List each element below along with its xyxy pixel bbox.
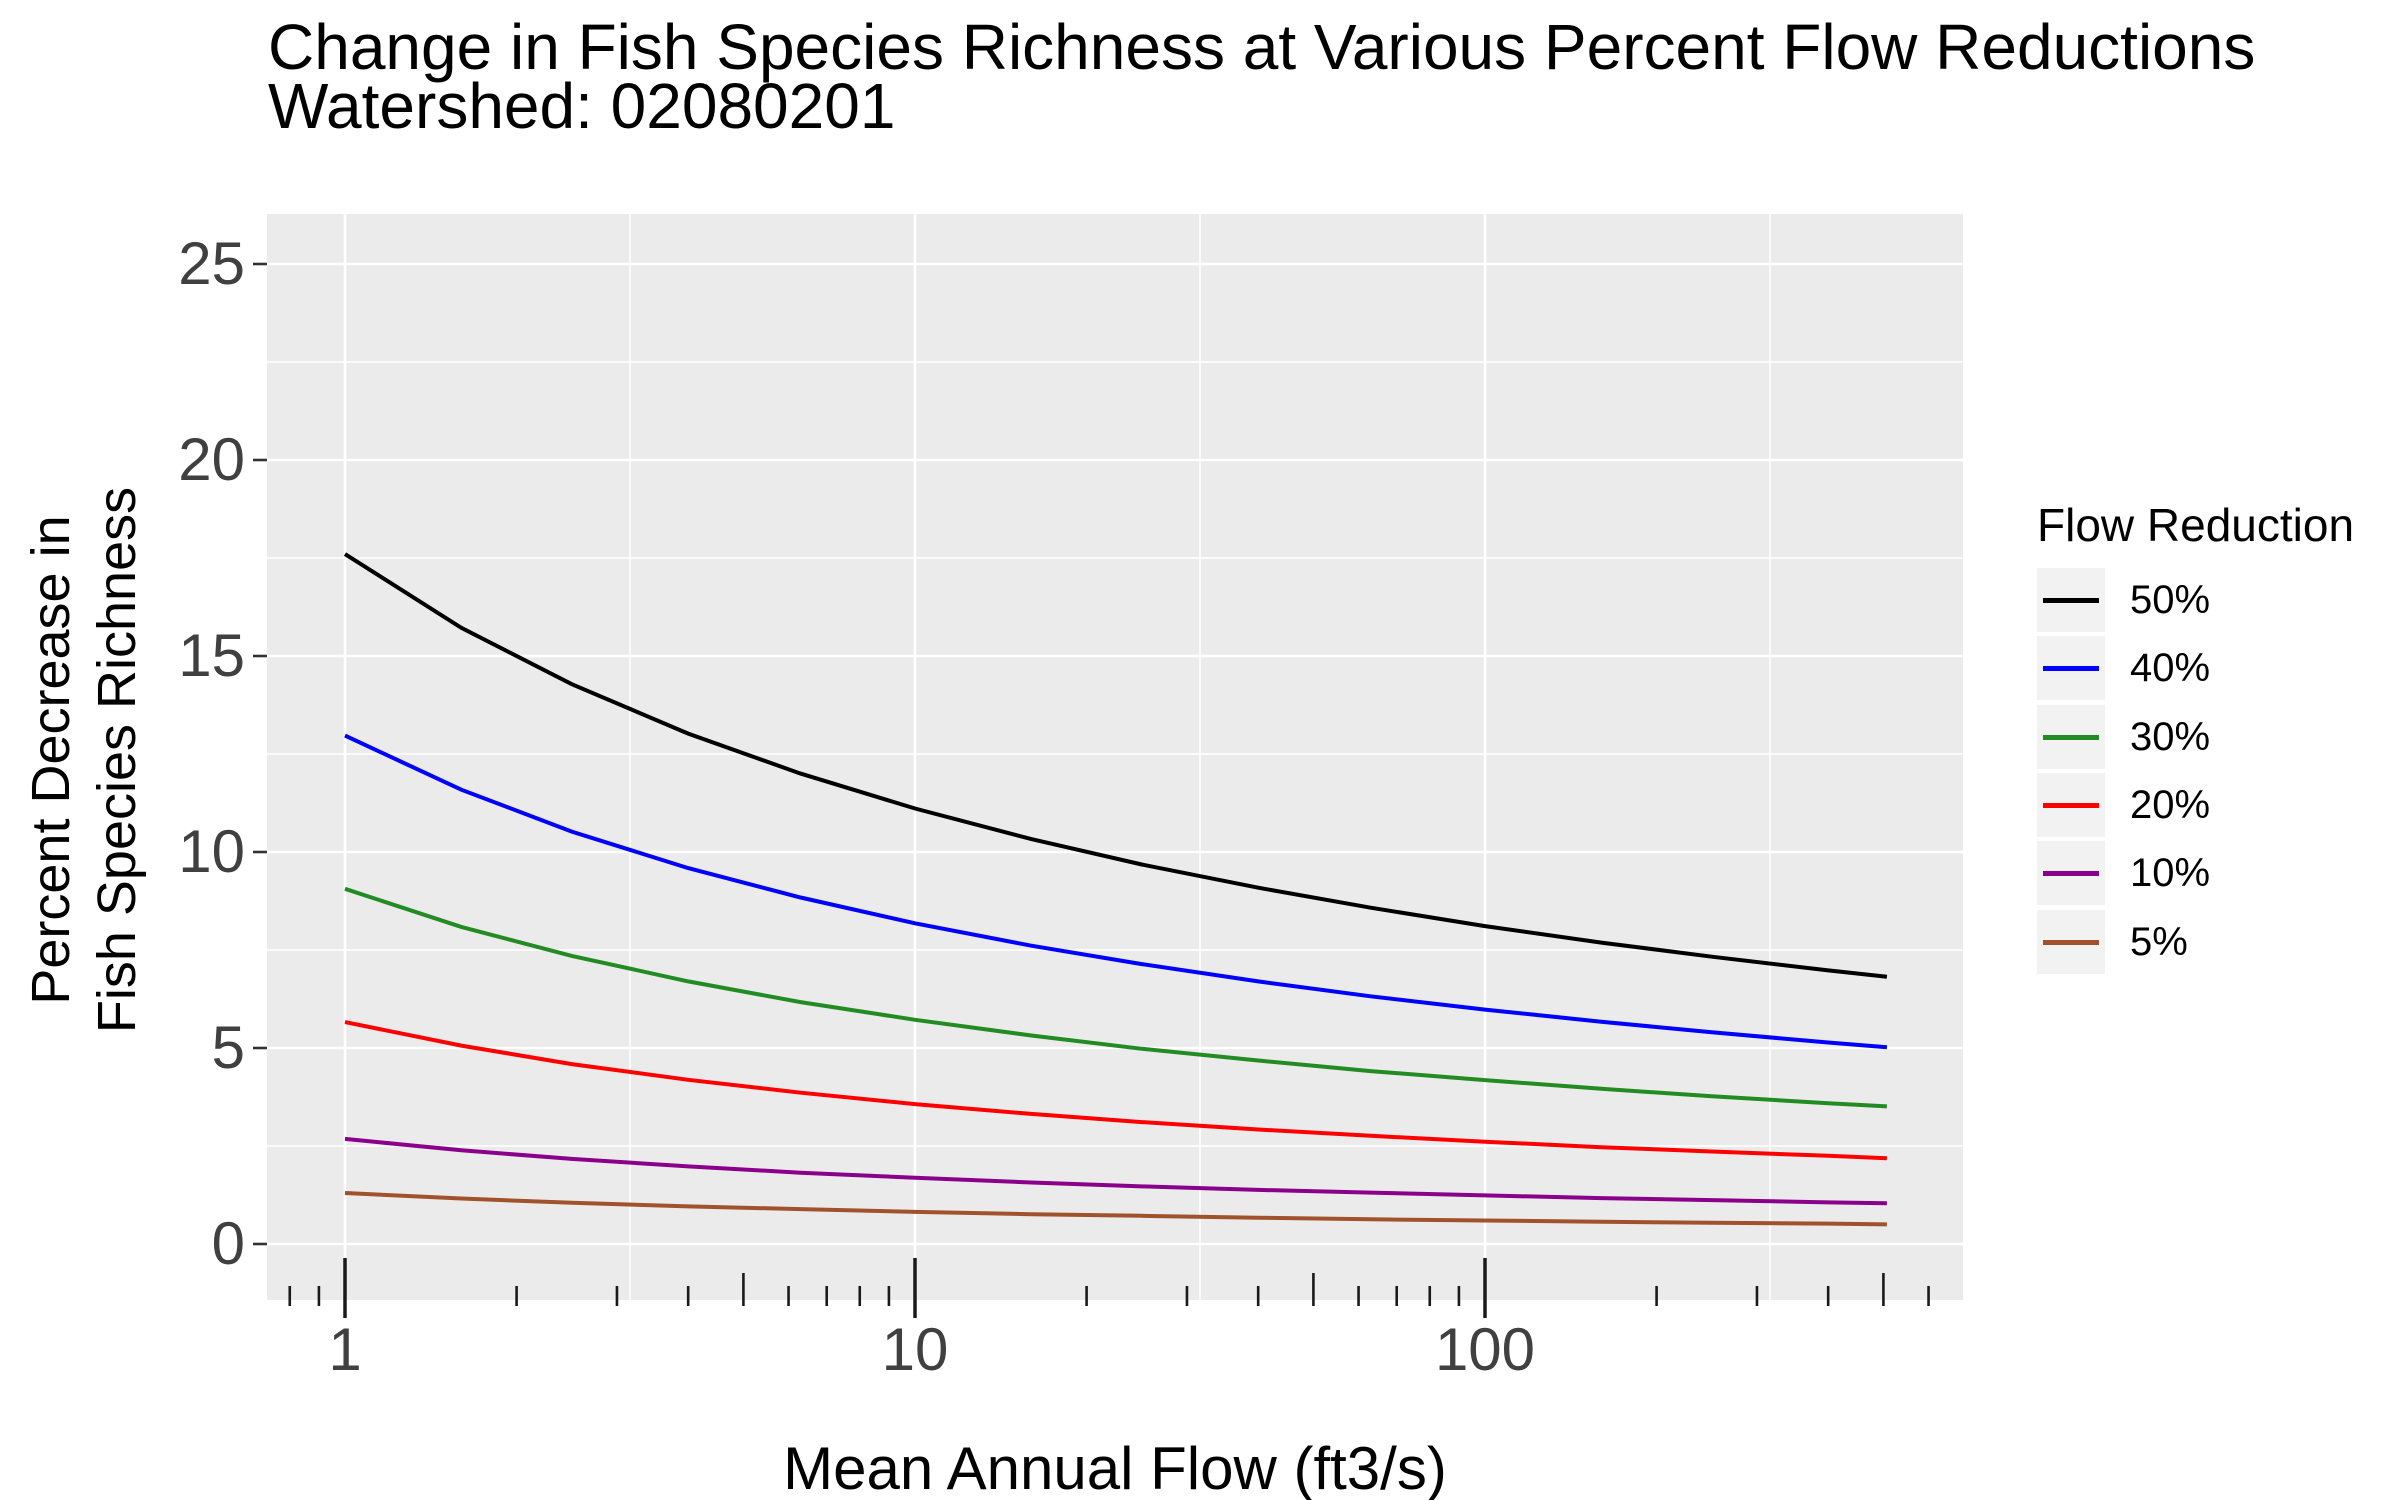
y-tick-label-5: 5: [211, 1014, 245, 1081]
legend-label-10%: 10%: [2130, 851, 2211, 896]
legend-key-5%: [2037, 909, 2105, 974]
legend-key-line-5%: [2043, 939, 2099, 945]
legend-key-line-40%: [2043, 666, 2099, 672]
x-tick-label-1: 1: [328, 1316, 362, 1383]
series-line-50%: [343, 552, 1888, 979]
legend-key-line-50%: [2043, 598, 2099, 603]
legend-key-line-20%: [2043, 802, 2099, 808]
x-tick-label-10: 10: [881, 1316, 949, 1383]
legend-label-20%: 20%: [2130, 782, 2211, 827]
legend-key-line-30%: [2043, 734, 2099, 740]
panel-background: [267, 214, 1963, 1300]
y-axis-title-line-2: Fish Species Richness: [87, 486, 147, 1034]
series-line-10%: [344, 1136, 1887, 1206]
legend-key-30%: [2037, 704, 2105, 769]
series-line-20%: [344, 1020, 1887, 1161]
legend-key-50%: [2037, 568, 2105, 632]
legend-label-30%: 30%: [2130, 714, 2211, 759]
chart-title: Change in Fish Species Richness at Vario…: [268, 11, 2256, 83]
y-axis-title: Percent Decrease in Fish Species Richnes…: [19, 487, 151, 1033]
y-tick-label-20: 20: [178, 426, 245, 493]
legend-label-40%: 40%: [2130, 646, 2211, 691]
legend-label-50%: 50%: [2130, 578, 2211, 622]
series-line-40%: [344, 733, 1888, 1050]
y-tick-label-25: 25: [178, 230, 245, 297]
legend-key-20%: [2037, 772, 2105, 837]
y-tick-label-0: 0: [211, 1210, 245, 1277]
chart-subtitle: Watershed: 02080201: [268, 70, 896, 142]
legend-key-10%: [2037, 841, 2105, 906]
series-line-5%: [344, 1191, 1887, 1227]
legend-key-40%: [2037, 636, 2105, 701]
x-tick-label-100: 100: [1434, 1316, 1536, 1383]
x-axis-title: Mean Annual Flow (ft3/s): [783, 1435, 1447, 1500]
y-axis-title-line-1: Percent Decrease in: [21, 515, 82, 1005]
legend-key-line-10%: [2043, 871, 2099, 877]
series-line-30%: [344, 886, 1888, 1109]
y-tick-label-10: 10: [178, 818, 245, 885]
legend-label-5%: 5%: [2130, 919, 2188, 964]
y-tick-label-15: 15: [178, 622, 245, 689]
legend-title: Flow Reduction: [2037, 499, 2355, 551]
